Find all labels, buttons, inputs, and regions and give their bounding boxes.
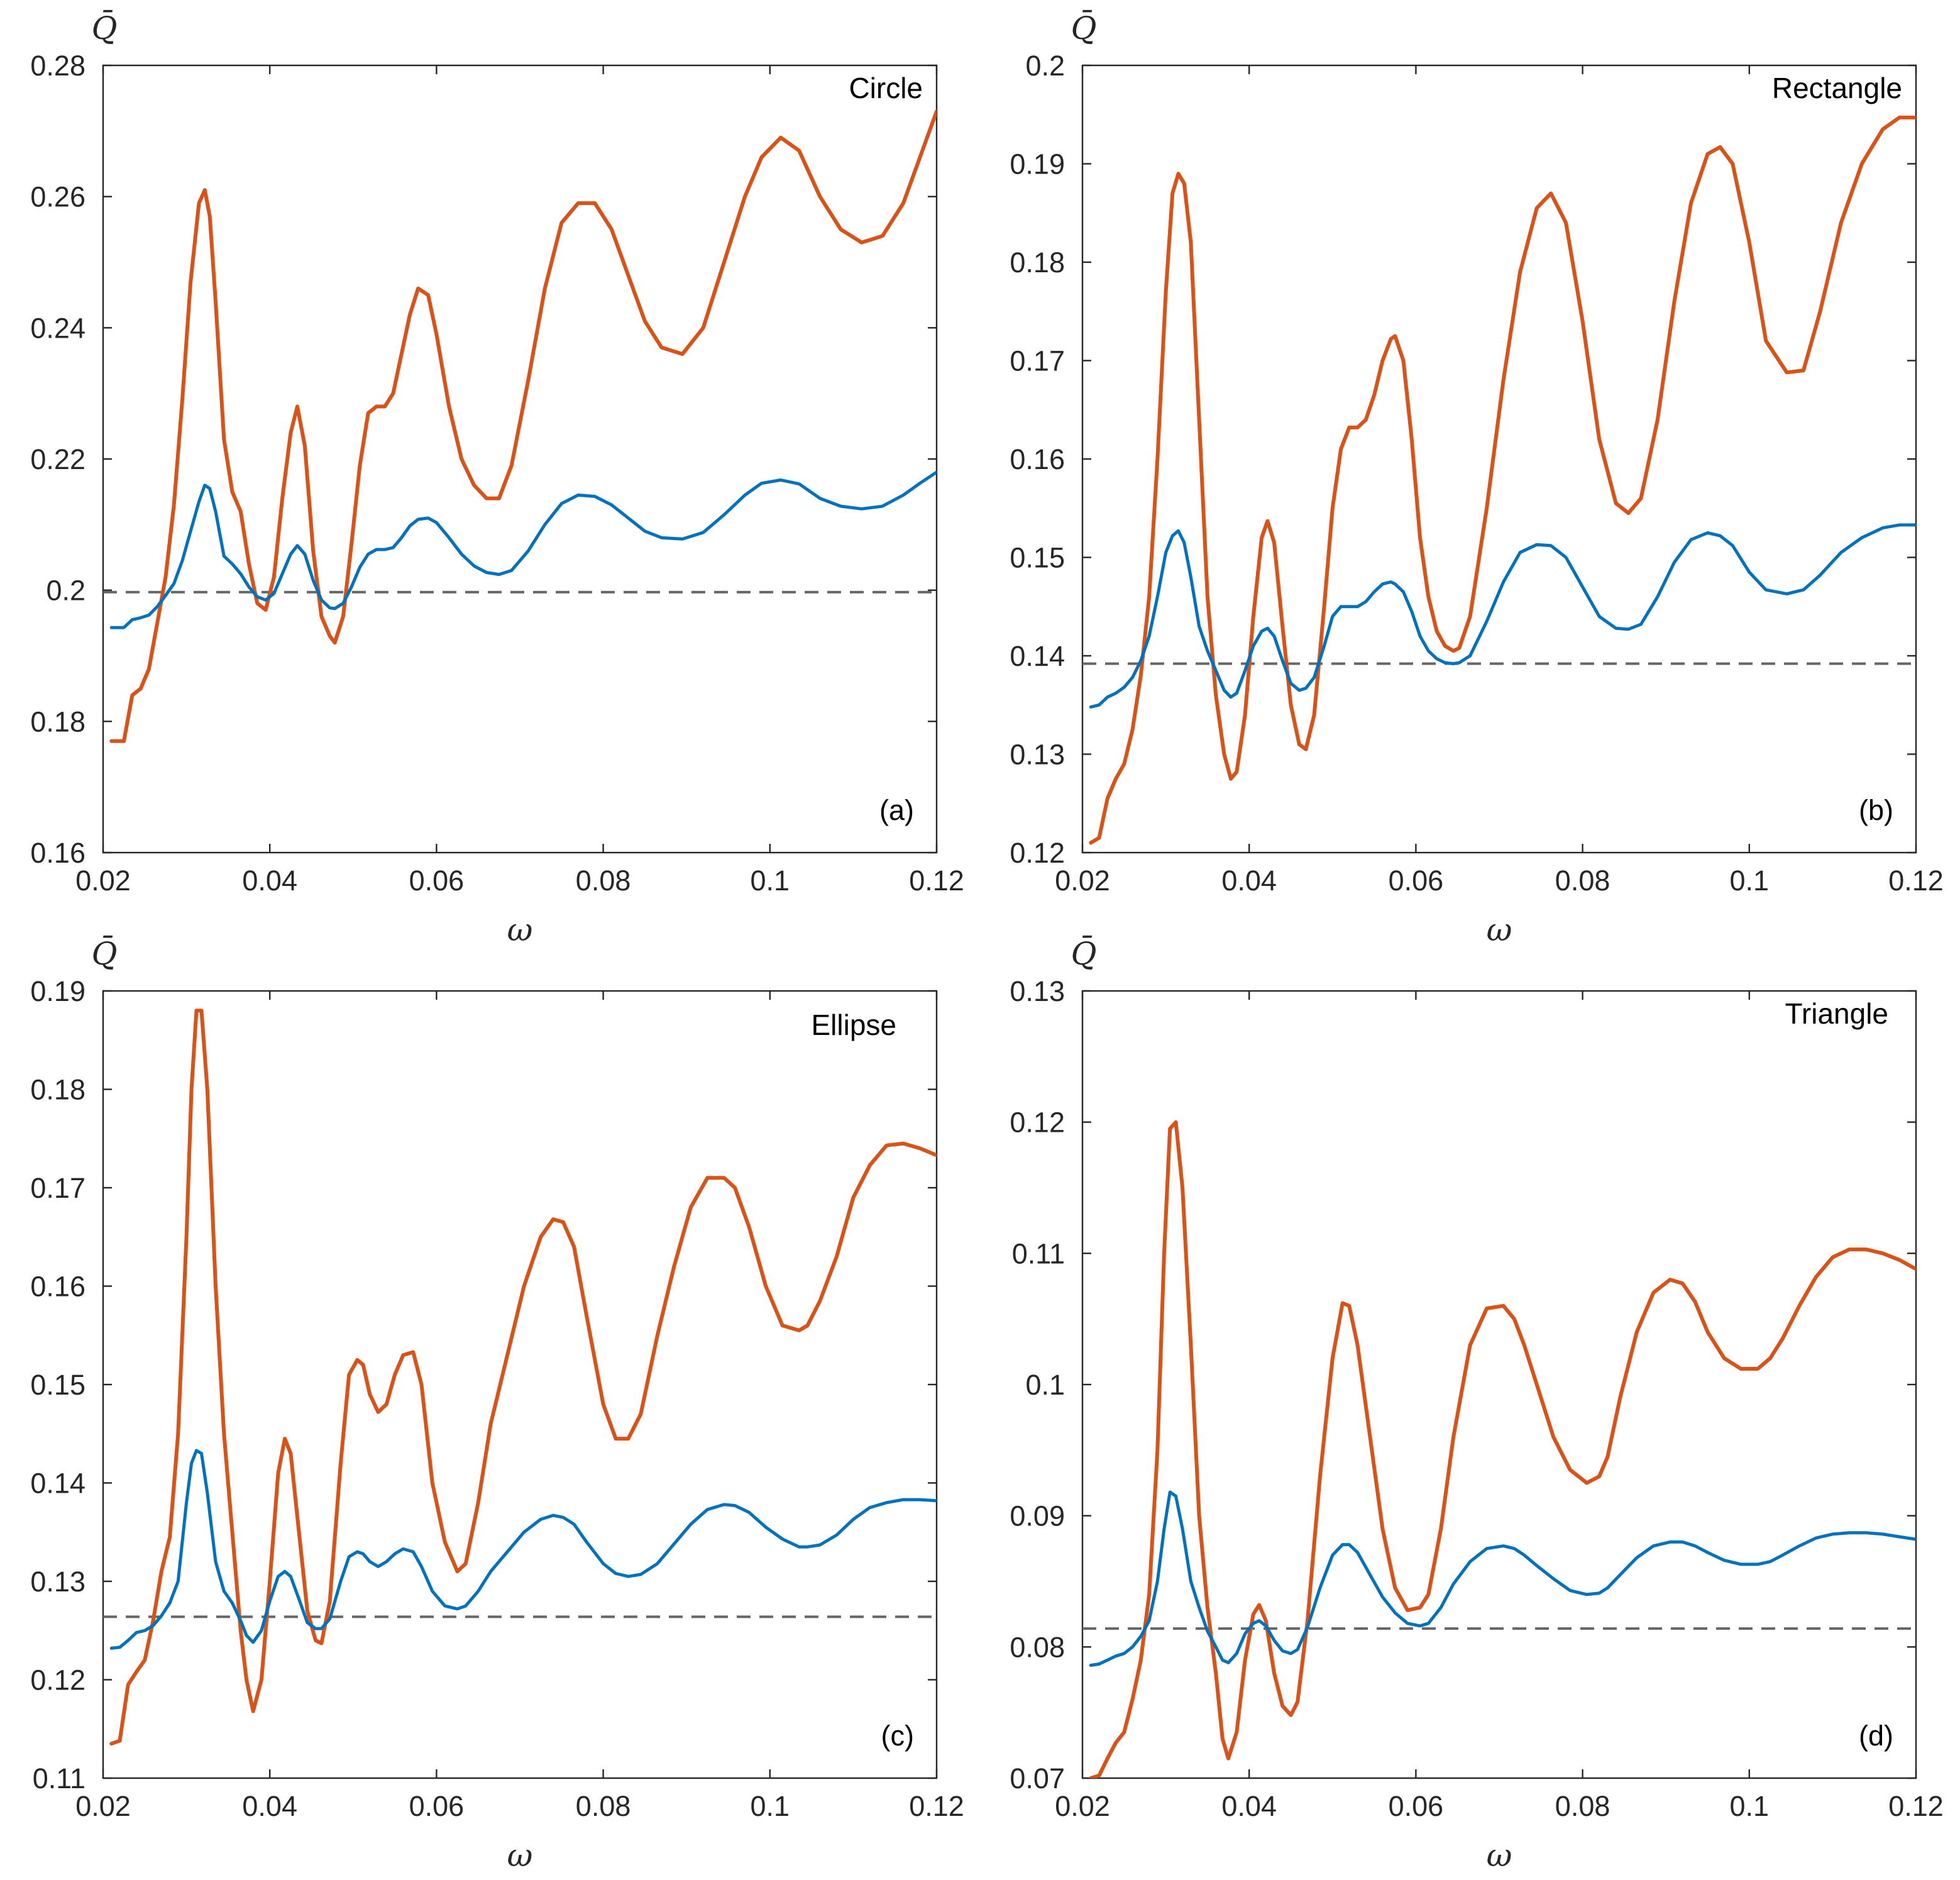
x-tick-label: 0.08	[576, 865, 631, 897]
x-axis-label: ω	[507, 1837, 533, 1874]
y-tick-label: 0.08	[1010, 1631, 1065, 1663]
y-axis-label: Q̄	[1071, 9, 1097, 47]
x-tick-label: 0.12	[909, 865, 964, 897]
series-line-blue	[1089, 523, 1916, 709]
panel-tag: (a)	[879, 794, 914, 826]
plot-area	[1082, 115, 1916, 845]
x-tick-label: 0.08	[576, 1790, 631, 1822]
y-tick-label: 0.17	[1010, 345, 1065, 377]
x-tick-label: 0.08	[1555, 865, 1610, 897]
y-tick-label: 0.13	[1010, 739, 1065, 771]
y-axis-label: Q̄	[92, 9, 118, 47]
y-tick-label: 0.09	[1010, 1500, 1065, 1532]
y-tick-label: 0.22	[30, 443, 85, 475]
x-tick-label: 0.1	[1730, 865, 1770, 897]
y-axis-label: Q̄	[1071, 935, 1097, 972]
y-tick-label: 0.24	[30, 312, 85, 344]
x-tick-label: 0.06	[1389, 1790, 1444, 1822]
series-line-red	[109, 109, 937, 743]
x-tick-label: 0.02	[1055, 865, 1110, 897]
y-tick-label: 0.15	[1010, 542, 1065, 574]
x-tick-label: 0.12	[909, 1790, 964, 1822]
x-axis-label: ω	[1487, 1837, 1512, 1874]
panel-title: Ellipse	[811, 1009, 896, 1041]
y-tick-label: 0.15	[30, 1369, 85, 1401]
x-tick-label: 0.08	[1555, 1790, 1610, 1822]
y-tick-label: 0.19	[30, 975, 85, 1007]
y-tick-label: 0.12	[1010, 1107, 1065, 1139]
axes-box	[1081, 990, 1917, 1779]
series-line-red	[1089, 115, 1916, 845]
y-tick-label: 0.12	[1010, 837, 1065, 869]
panel-a: 0.02 0.04 0.06 0.08 0.1 0.12 0.16 0.18 0.2 0.22 0.…	[30, 9, 964, 948]
x-tick-label: 0.04	[242, 865, 297, 897]
y-tick-label: 0.16	[30, 1271, 85, 1303]
y-tick-label: 0.18	[30, 705, 85, 738]
y-tick-label: 0.28	[30, 50, 85, 82]
x-tick-label: 0.02	[1055, 1790, 1110, 1822]
y-tick-label: 0.13	[30, 1566, 85, 1598]
panel-title: Circle	[849, 72, 923, 104]
panel-b: 0.02 0.04 0.06 0.08 0.1 0.12 0.12 0.13 0.14 0.15 0…	[1010, 9, 1943, 948]
x-tick-label: 0.12	[1888, 1790, 1944, 1822]
y-tick-label: 0.16	[1010, 443, 1065, 475]
plot-area	[103, 109, 937, 743]
y-tick-label: 0.12	[30, 1664, 85, 1696]
x-tick-label: 0.1	[751, 1790, 790, 1822]
x-axis-label: ω	[1487, 912, 1512, 948]
y-tick-label: 0.2	[1025, 50, 1065, 82]
x-tick-label: 0.1	[1730, 1790, 1770, 1822]
panel-title: Triangle	[1785, 997, 1888, 1030]
x-tick-label: 0.06	[409, 1790, 465, 1822]
y-tick-label: 0.14	[1010, 640, 1065, 672]
x-tick-label: 0.06	[409, 865, 465, 897]
panel-d: 0.02 0.04 0.06 0.08 0.1 0.12 0.07 0.08 0.09 0.1 0.…	[1010, 935, 1943, 1874]
x-tick-label: 0.06	[1389, 865, 1444, 897]
series-line-red	[109, 1009, 937, 1746]
x-tick-label: 0.04	[1221, 865, 1277, 897]
panel-tag: (b)	[1859, 794, 1893, 826]
y-tick-label: 0.18	[1010, 246, 1065, 279]
plot-area	[103, 1009, 937, 1746]
x-tick-label: 0.04	[1221, 1790, 1277, 1822]
series-line-blue	[109, 470, 937, 629]
series-line-red	[1089, 1120, 1916, 1778]
panel-title: Rectangle	[1772, 72, 1902, 104]
y-tick-label: 0.07	[1010, 1762, 1065, 1794]
x-tick-label: 0.02	[75, 865, 131, 897]
panel-c: 0.02 0.04 0.06 0.08 0.1 0.12 0.11 0.12 0.13 0.14 0…	[30, 935, 964, 1874]
series-line-blue	[109, 1449, 937, 1650]
x-tick-label: 0.12	[1888, 865, 1944, 897]
y-tick-label: 0.19	[1010, 148, 1065, 180]
y-axis-label: Q̄	[92, 935, 118, 972]
y-tick-label: 0.16	[30, 837, 85, 869]
plot-area	[1082, 1120, 1916, 1778]
x-tick-label: 0.04	[242, 1790, 297, 1822]
series-line-blue	[1089, 1490, 1916, 1667]
y-tick-label: 0.17	[30, 1172, 85, 1204]
panel-tag: (c)	[881, 1720, 914, 1752]
panel-tag: (d)	[1859, 1720, 1893, 1752]
y-tick-label: 0.13	[1010, 975, 1065, 1007]
y-tick-label: 0.14	[30, 1468, 85, 1500]
y-tick-label: 0.18	[30, 1074, 85, 1106]
x-axis-label: ω	[507, 912, 533, 948]
y-tick-label: 0.2	[46, 575, 85, 607]
x-tick-label: 0.1	[751, 865, 790, 897]
y-tick-label: 0.26	[30, 181, 85, 213]
axes-box	[102, 990, 938, 1779]
y-tick-label: 0.11	[1012, 1237, 1065, 1269]
y-tick-label: 0.1	[1025, 1369, 1065, 1401]
y-tick-label: 0.11	[33, 1762, 85, 1794]
axes-box	[1081, 64, 1917, 854]
x-tick-label: 0.02	[75, 1790, 131, 1822]
